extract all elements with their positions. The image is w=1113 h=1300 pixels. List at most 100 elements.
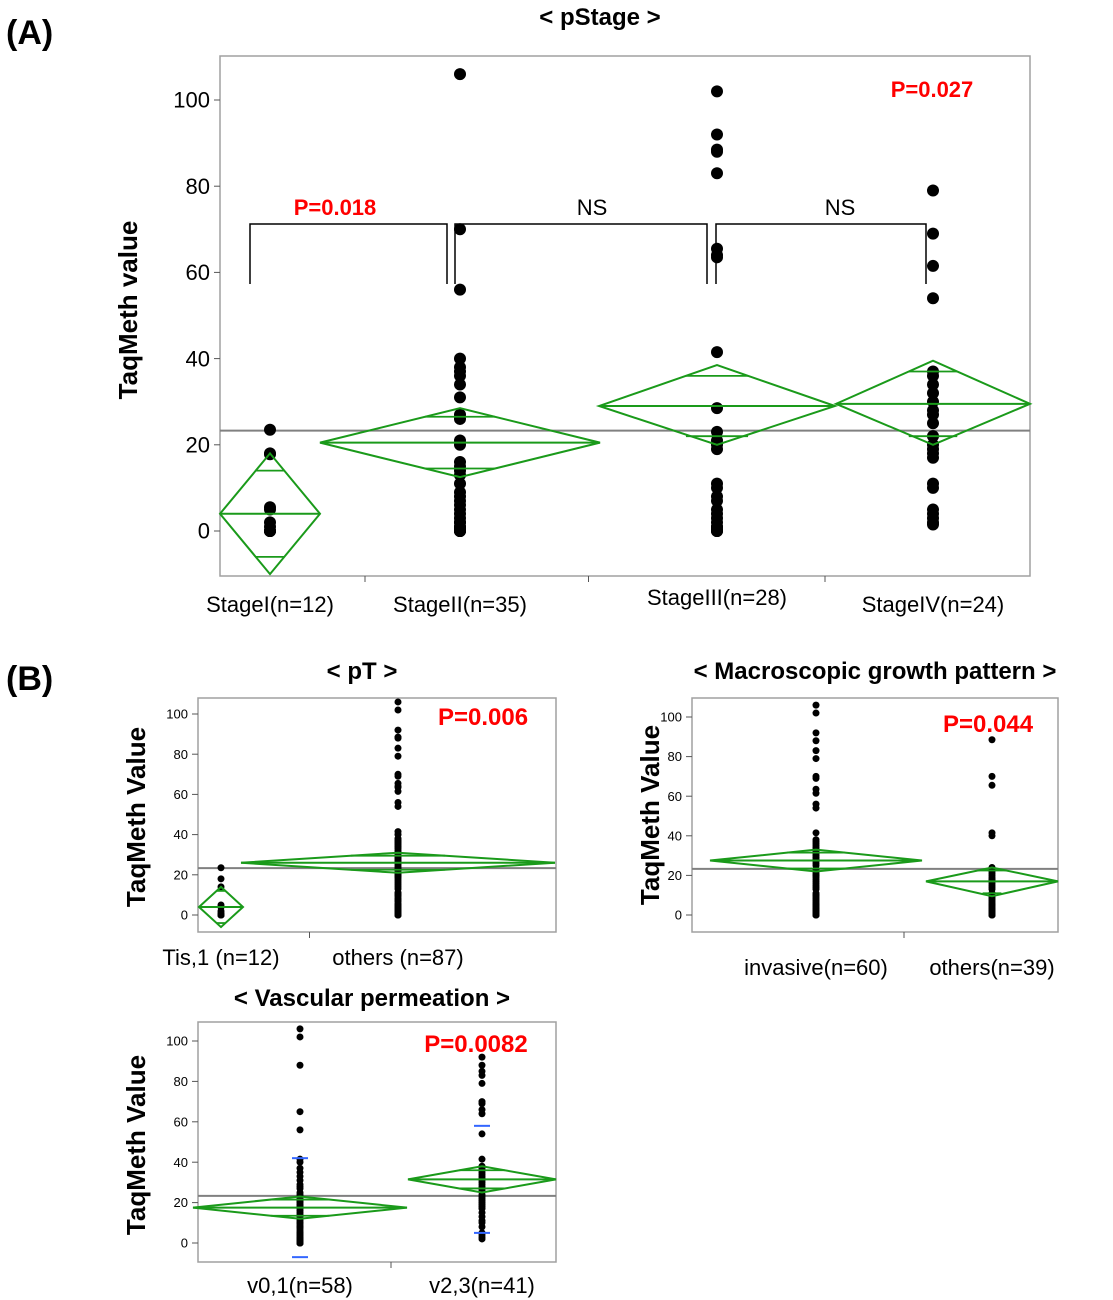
- chart-pt: 0 20 40 60 80 100 Tis,1 (n=12) others (n=87) P=0…: [162, 697, 557, 970]
- comparison-bracket: [454, 223, 708, 284]
- data-point: [988, 911, 996, 919]
- y-tick-label: 0: [675, 908, 682, 923]
- plot-frame: [219, 55, 1031, 577]
- panel-label-a: (A): [6, 14, 54, 52]
- data-point: [296, 1025, 304, 1033]
- chart-title-pstage: < pStage >: [539, 4, 661, 31]
- data-point: [478, 1100, 486, 1108]
- data-point: [478, 1130, 486, 1138]
- data-point: [812, 774, 820, 782]
- category-label: StageI(n=12): [206, 592, 334, 617]
- data-point: [296, 1108, 304, 1116]
- comparison-bracket: [249, 223, 448, 284]
- data-point: [394, 744, 402, 752]
- data-point: [812, 789, 820, 797]
- data-point: [711, 481, 723, 494]
- y-tick-label: 60: [174, 1114, 188, 1129]
- data-point: [394, 787, 402, 795]
- data-point: [927, 369, 939, 382]
- data-point: [927, 481, 939, 494]
- data-point: [454, 525, 466, 537]
- data-point: [812, 829, 820, 837]
- data-point: [478, 1061, 486, 1069]
- annotation-label: NS: [577, 195, 608, 220]
- y-tick-label: 40: [668, 828, 682, 843]
- chart-vasc: 0 20 40 60 80 100 v0,1(n=58) v2,3(n=41) P=0.0082: [166, 1021, 557, 1298]
- data-point: [927, 184, 939, 197]
- y-tick-label: 100: [166, 1034, 188, 1049]
- comparison-bracket: [715, 223, 927, 284]
- data-point: [478, 1079, 486, 1087]
- data-point: [454, 391, 466, 404]
- data-point: [812, 729, 820, 737]
- category-label: others (n=87): [332, 945, 463, 970]
- data-point: [454, 369, 466, 382]
- data-point: [927, 387, 939, 400]
- data-point: [812, 701, 820, 709]
- y-tick-label: 100: [660, 710, 682, 725]
- data-point: [478, 1235, 486, 1243]
- data-point: [478, 1155, 486, 1163]
- category-label: StageIII(n=28): [647, 585, 787, 610]
- data-point: [812, 804, 820, 812]
- y-tick-label: 0: [198, 519, 210, 544]
- data-point: [296, 1033, 304, 1041]
- data-point: [394, 706, 402, 714]
- y-tick-label: 60: [668, 789, 682, 804]
- data-point: [394, 726, 402, 734]
- data-point: [711, 145, 723, 158]
- y-tick-label: 40: [186, 346, 210, 371]
- data-point: [927, 518, 939, 531]
- data-point: [711, 167, 723, 180]
- data-point: [394, 698, 402, 706]
- data-point: [812, 709, 820, 717]
- data-point: [711, 494, 723, 507]
- data-point: [296, 1158, 304, 1166]
- data-point: [478, 1053, 486, 1061]
- plot-frame: [197, 697, 557, 933]
- data-point: [927, 451, 939, 464]
- data-point: [296, 1126, 304, 1134]
- y-tick-label: 60: [186, 260, 210, 285]
- data-point: [394, 752, 402, 760]
- data-point: [478, 1223, 486, 1231]
- data-point: [454, 477, 466, 490]
- data-point: [988, 736, 996, 744]
- data-point: [927, 292, 939, 305]
- data-point: [394, 734, 402, 742]
- chart-macro: 0 20 40 60 80 100 invasive(n=60) others(n=39) P=…: [660, 697, 1059, 980]
- data-point: [454, 468, 466, 481]
- y-tick-label: 100: [173, 88, 210, 113]
- data-point: [296, 1061, 304, 1069]
- category-label: v0,1(n=58): [247, 1273, 353, 1298]
- category-label: StageIV(n=24): [862, 592, 1004, 617]
- data-point: [927, 259, 939, 272]
- data-point: [478, 1071, 486, 1079]
- annotation-label: P=0.018: [294, 195, 377, 220]
- data-point: [454, 352, 466, 365]
- category-label: v2,3(n=41): [429, 1273, 535, 1298]
- data-point: [988, 781, 996, 789]
- chart-title-vasc: < Vascular permeation >: [233, 985, 511, 1012]
- data-point: [711, 251, 723, 264]
- y-tick-label: 100: [166, 707, 188, 722]
- y-tick-label: 80: [186, 174, 210, 199]
- category-label: StageII(n=35): [393, 592, 527, 617]
- data-point: [478, 1110, 486, 1118]
- data-point: [454, 378, 466, 391]
- y-tick-label: 0: [181, 1236, 188, 1251]
- data-point: [711, 346, 723, 359]
- data-point: [217, 864, 225, 872]
- chart-pstage: 0 20 40 60 80 100 StageI(n=12) StageII(n=35) Sta…: [173, 55, 1033, 617]
- plot-frame: [691, 697, 1059, 933]
- chart-title-pt: < pT >: [326, 658, 398, 685]
- data-point: [264, 503, 276, 516]
- y-tick-label: 60: [174, 787, 188, 802]
- category-label: others(n=39): [929, 955, 1054, 980]
- data-point: [454, 223, 466, 236]
- data-point: [927, 378, 939, 391]
- data-point: [394, 802, 402, 810]
- y-tick-label: 80: [668, 749, 682, 764]
- data-point: [988, 832, 996, 840]
- data-point: [454, 68, 466, 81]
